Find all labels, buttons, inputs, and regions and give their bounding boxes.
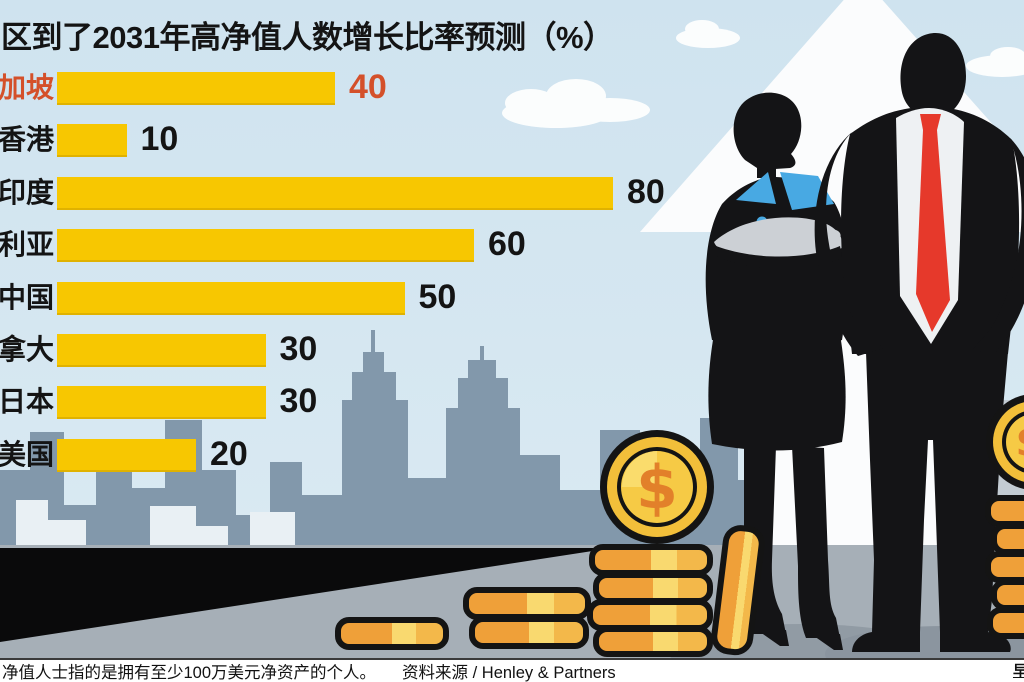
coin-stack — [335, 525, 765, 657]
bar — [57, 438, 196, 472]
bar-label: 拿大 — [0, 334, 54, 365]
bar-row: 印度 80 — [0, 172, 1024, 211]
bar — [57, 334, 266, 367]
source-credit: 资料来源 / Henley & Partners — [402, 664, 616, 682]
bar-value: 30 — [279, 330, 318, 368]
bar-row: 加坡 40 — [0, 68, 1024, 106]
corner-mark: 早 — [1012, 663, 1024, 680]
bar-row: 日本 30 — [0, 382, 1024, 421]
city-skyline — [0, 330, 958, 548]
dollar-sign: $ — [636, 453, 678, 523]
bar-value: 30 — [279, 382, 318, 421]
bar-value: 50 — [418, 277, 457, 316]
red-tie — [916, 114, 950, 332]
bar-label: 印度 — [0, 176, 54, 208]
businessman-silhouette — [814, 33, 1024, 652]
bar — [57, 124, 127, 158]
bar-label: 利亚 — [0, 229, 54, 261]
bar-value: 40 — [349, 68, 387, 106]
footer-bar: 净值人士指的是拥有至少100万美元净资产的个人。 资料来源 / Henley &… — [0, 658, 1024, 682]
bar — [57, 281, 405, 315]
dollar-coin-icon: $ — [600, 430, 714, 544]
bar-label: 中国 — [0, 281, 54, 313]
bar-label: 美国 — [0, 438, 54, 470]
black-ramp-wedge — [0, 548, 612, 642]
bar-row: 美国 20 — [0, 434, 1024, 473]
light-buildings — [16, 500, 295, 548]
bar-label: 日本 — [0, 386, 54, 418]
footnote: 净值人士指的是拥有至少100万美元净资产的个人。 — [2, 664, 377, 682]
bar-row: 香港 10 — [0, 120, 1024, 159]
bar-row: 利亚 60 — [0, 225, 1024, 264]
businesswoman-silhouette — [705, 92, 849, 650]
coin-stack-right: $ — [985, 395, 1024, 639]
bar-value: 60 — [488, 225, 526, 264]
bar-value: 80 — [627, 172, 665, 211]
bar — [57, 386, 266, 420]
bar-value: 10 — [140, 120, 179, 159]
dollar-sign: $ — [1015, 417, 1024, 466]
bar — [57, 176, 613, 210]
bar-label: 香港 — [0, 124, 54, 156]
bar — [57, 72, 335, 105]
bar — [57, 229, 474, 263]
bar-row: 中国 50 — [0, 277, 1024, 316]
bar-row: 拿大 30 — [0, 330, 1024, 368]
bar-label: 加坡 — [0, 72, 54, 103]
chart-title: 区到了2031年高净值人数增长比率预测（%） — [1, 20, 614, 55]
bar-value: 20 — [210, 434, 248, 473]
